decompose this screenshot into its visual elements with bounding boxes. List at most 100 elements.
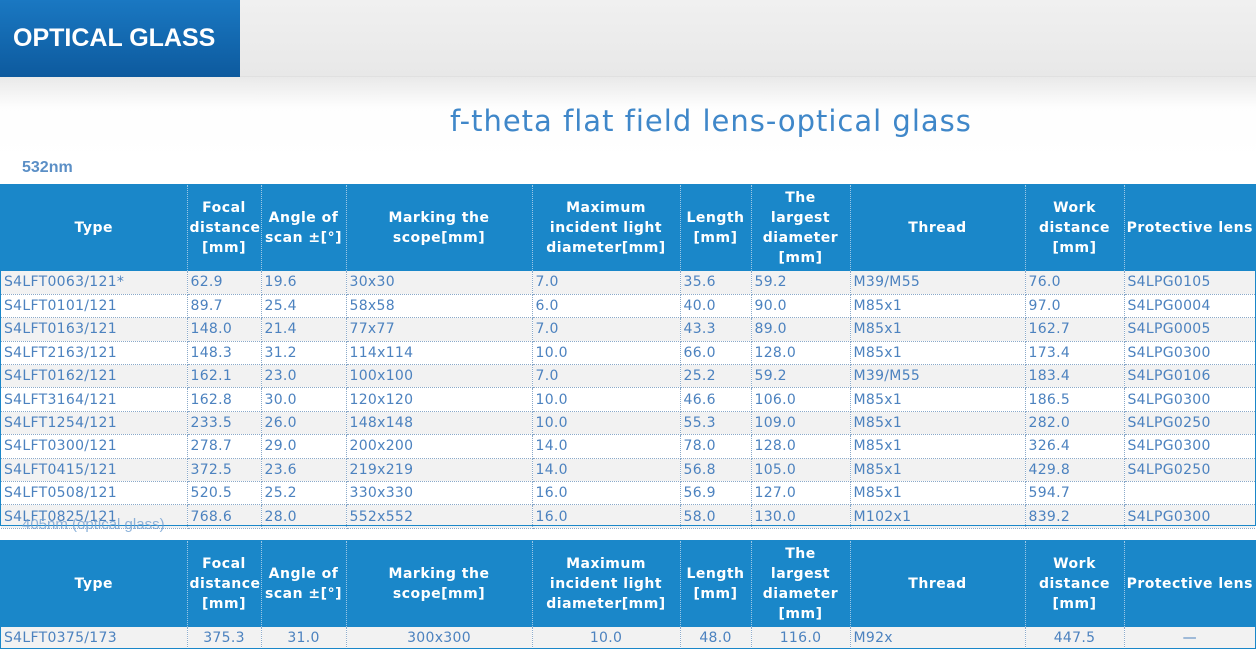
table-cell: 40.0 [680,294,752,319]
table-cell: S4LFT0375/173 [1,627,188,649]
table-cell: 23.0 [261,364,347,389]
table-cell: 162.8 [187,387,262,412]
table-cell: 278.7 [187,434,262,459]
col-focal-distance: Focal distance [mm] [187,185,262,271]
table-cell: S4LFT0101/121 [1,294,188,319]
table-cell: 148.3 [187,341,262,366]
table-cell: 219x219 [346,458,533,483]
col-protective-lens: Protective lens [1124,185,1255,271]
table-cell: M85x1 [850,294,1026,319]
table-cell: 148x148 [346,411,533,436]
table-cell: 148.0 [187,317,262,342]
table-cell: 66.0 [680,341,752,366]
table-cell: 300x300 [346,627,533,649]
table-cell: 16.0 [532,481,681,506]
table-cell: 120x120 [346,387,533,412]
table-cell: 10.0 [532,627,681,649]
col-largest-diameter: The largest diameter [mm] [751,541,851,627]
col-max-incident-diameter: Maximum incident light diameter[mm] [532,541,681,627]
spec-table-532nm: Type Focal distance [mm] Angle of scan ±… [1,185,1255,529]
table-cell: 76.0 [1025,271,1125,295]
col-marking-scope: Marking the scope[mm] [346,185,533,271]
table-cell: 7.0 [532,317,681,342]
table-row: S4LFT0415/121 372.5 23.6 219x219 14.0 56.8 105… [1,458,1255,483]
table-cell: 162.1 [187,364,262,389]
table-cell: M85x1 [850,411,1026,436]
table-cell: 14.0 [532,434,681,459]
table-cell: S4LFT0300/121 [1,434,188,459]
table-cell: 429.8 [1025,458,1125,483]
table-cell: S4LFT0508/121 [1,481,188,506]
page-title: f-theta flat field lens-optical glass [450,104,972,138]
table-cell: M39/M55 [850,271,1026,295]
col-length: Length [mm] [680,541,752,627]
table-cell: 173.4 [1025,341,1125,366]
col-work-distance: Work distance [mm] [1025,185,1125,271]
table-cell: 7.0 [532,364,681,389]
table-cell [1124,481,1255,506]
table-cell: 28.0 [261,504,347,529]
table-cell: M85x1 [850,434,1026,459]
table-cell: S4LPG0105 [1124,271,1255,295]
table-cell: S4LPG0300 [1124,434,1255,459]
table-cell: S4LFT0162/121 [1,364,188,389]
table-cell: 78.0 [680,434,752,459]
table-cell: M85x1 [850,317,1026,342]
table-row: S4LFT2163/121 148.3 31.2 114x114 10.0 66.0 128… [1,341,1255,366]
header-shadow [0,77,1256,107]
table-row: S4LFT0825/121 768.6 28.0 552x552 16.0 58.0 130… [1,504,1255,529]
table-cell: 105.0 [751,458,851,483]
table-cell: S4LFT0825/121 [1,504,188,529]
spec-table-405nm: Type Focal distance [mm] Angle of scan ±… [1,541,1255,649]
col-type: Type [1,541,188,627]
table-cell: 31.0 [261,627,347,649]
table-row: S4LFT0375/173 375.3 31.0 300x300 10.0 48.0 116… [1,627,1255,649]
table-row: S4LFT1254/121 233.5 26.0 148x148 10.0 55.3 109… [1,411,1255,436]
table-cell: 46.6 [680,387,752,412]
table-cell: M102x1 [850,504,1026,529]
col-protective-lens: Protective lens [1124,541,1255,627]
table-cell: 89.0 [751,317,851,342]
table-cell: 97.0 [1025,294,1125,319]
brand-banner: OPTICAL GLASS [0,0,240,77]
table-cell: M85x1 [850,387,1026,412]
table-cell: 7.0 [532,271,681,295]
col-length: Length [mm] [680,185,752,271]
table-cell: 130.0 [751,504,851,529]
table-cell: M39/M55 [850,364,1026,389]
table-cell: 128.0 [751,341,851,366]
table-row: S4LFT3164/121 162.8 30.0 120x120 10.0 46.6 106… [1,387,1255,412]
table-cell: 23.6 [261,458,347,483]
table-cell: 520.5 [187,481,262,506]
table-cell: 26.0 [261,411,347,436]
col-largest-diameter: The largest diameter [mm] [751,185,851,271]
table-cell: 233.5 [187,411,262,436]
col-focal-distance: Focal distance [mm] [187,541,262,627]
table-cell: 10.0 [532,387,681,412]
table-cell: 114x114 [346,341,533,366]
table-cell: M92x [850,627,1026,649]
table-cell: 839.2 [1025,504,1125,529]
table-cell: 372.5 [187,458,262,483]
col-angle-of-scan: Angle of scan ±[°] [261,185,347,271]
table-cell: 59.2 [751,271,851,295]
table-cell: 127.0 [751,481,851,506]
table-row: S4LFT0300/121 278.7 29.0 200x200 14.0 78.0 128… [1,434,1255,459]
col-max-incident-diameter: Maximum incident light diameter[mm] [532,185,681,271]
table-cell: 162.7 [1025,317,1125,342]
table-cell: 35.6 [680,271,752,295]
table-cell: S4LPG0300 [1124,387,1255,412]
table-cell: 200x200 [346,434,533,459]
table-cell: 375.3 [187,627,262,649]
table-header-row: Type Focal distance [mm] Angle of scan ±… [1,185,1255,271]
table-cell: 21.4 [261,317,347,342]
table-cell: S4LPG0106 [1124,364,1255,389]
table-cell: S4LPG0250 [1124,411,1255,436]
table-cell: M85x1 [850,341,1026,366]
table-cell: 30.0 [261,387,347,412]
table-cell: 594.7 [1025,481,1125,506]
table-row: S4LFT0101/121 89.7 25.4 58x58 6.0 40.0 90.0 M85… [1,294,1255,319]
table-row: S4LFT0508/121 520.5 25.2 330x330 16.0 56.9 127… [1,481,1255,506]
table-row: S4LFT0162/121 162.1 23.0 100x100 7.0 25.2 59.2… [1,364,1255,389]
table-cell: S4LPG0300 [1124,341,1255,366]
